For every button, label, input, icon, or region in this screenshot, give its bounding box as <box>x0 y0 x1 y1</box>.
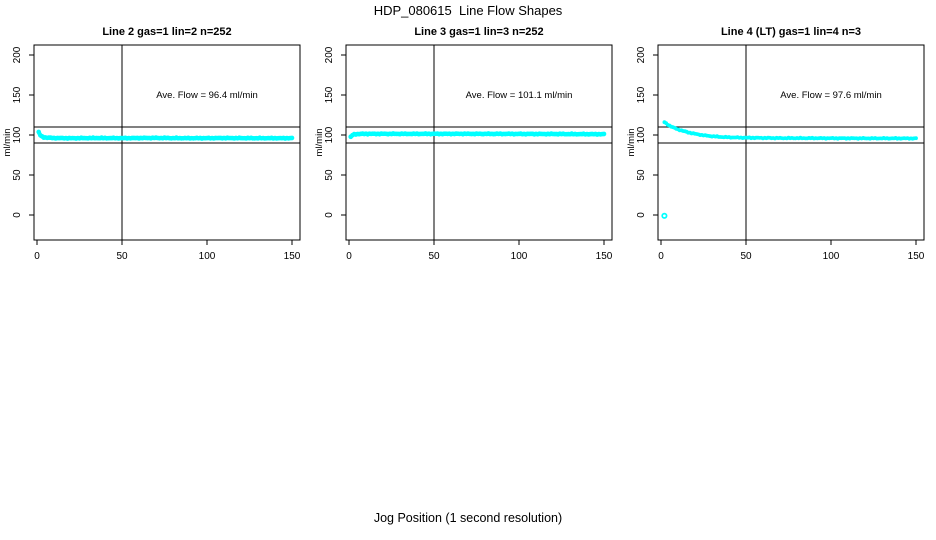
y-axis-label: ml/min <box>2 129 13 157</box>
y-tick-label: 0 <box>12 212 23 218</box>
x-tick-label: 0 <box>658 251 664 262</box>
y-tick-label: 100 <box>324 126 335 143</box>
y-tick-label: 50 <box>324 169 335 181</box>
y-tick-label: 100 <box>636 126 647 143</box>
x-tick-label: 50 <box>428 251 440 262</box>
y-tick-label: 50 <box>12 169 23 181</box>
panel-line3-chart: 0 50 100 150 0 50 100 150 200 ml/min Line 3 gas=1 … <box>314 26 613 262</box>
y-tick-label: 200 <box>324 46 335 63</box>
y-tick-label: 150 <box>324 86 335 103</box>
flow-point <box>601 131 607 137</box>
y-axis-label: ml/min <box>314 129 325 157</box>
x-tick-label: 150 <box>596 251 613 262</box>
y-tick-label: 0 <box>324 212 335 218</box>
x-tick-label: 100 <box>199 251 216 262</box>
panel-title: Line 4 (LT) gas=1 lin=4 n=3 <box>721 26 861 38</box>
y-tick-label: 150 <box>636 86 647 103</box>
x-tick-label: 100 <box>511 251 528 262</box>
y-tick-label: 200 <box>12 46 23 63</box>
ave-flow-annotation: Ave. Flow = 96.4 ml/min <box>156 90 257 101</box>
y-tick-label: 100 <box>12 126 23 143</box>
ave-flow-annotation: Ave. Flow = 97.6 ml/min <box>780 90 881 101</box>
main-title: HDP_080615 Line Flow Shapes <box>373 3 563 18</box>
y-tick-label: 50 <box>636 169 647 181</box>
x-axis-label: Jog Position (1 second resolution) <box>373 511 563 525</box>
chart-panels: 0 50 100 150 0 50 100 150 200 ml/min Line 2 gas=1 … <box>0 20 936 290</box>
flow-point <box>289 135 295 141</box>
panel-line2-chart: 0 50 100 150 0 50 100 150 200 ml/min Line 2 gas=1 … <box>2 26 301 262</box>
x-tick-label: 0 <box>34 251 40 262</box>
x-tick-label: 50 <box>740 251 752 262</box>
ave-flow-annotation: Ave. Flow = 101.1 ml/min <box>466 90 573 101</box>
panel-title: Line 3 gas=1 lin=3 n=252 <box>414 26 543 38</box>
x-tick-label: 150 <box>284 251 301 262</box>
flow-point <box>36 129 41 135</box>
y-tick-label: 200 <box>636 46 647 63</box>
flow-point <box>914 136 918 141</box>
x-tick-label: 50 <box>116 251 128 262</box>
y-tick-label: 0 <box>636 212 647 218</box>
y-axis-label: ml/min <box>626 129 637 157</box>
panel-title: Line 2 gas=1 lin=2 n=252 <box>102 26 231 38</box>
x-tick-label: 100 <box>823 251 840 262</box>
y-tick-label: 150 <box>12 86 23 103</box>
x-tick-label: 150 <box>908 251 925 262</box>
x-tick-label: 0 <box>346 251 352 262</box>
outlier-point <box>661 212 668 219</box>
panel-line4-chart: 0 50 100 150 0 50 100 150 200 ml/min Line 4 (LT) g… <box>626 26 925 262</box>
